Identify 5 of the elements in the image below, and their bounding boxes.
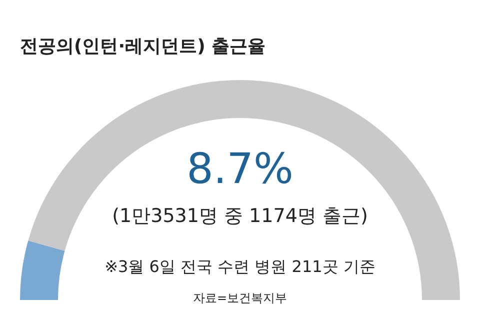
text: 자료=보건복지부 [192, 291, 288, 305]
text: (1만3531명 중 1174명 출근) [112, 205, 368, 227]
chart-title: 전공의(인턴·레지던트) 출근율 [20, 36, 266, 57]
text: ※3월 6일 전국 수련 병원 211곳 기준 [104, 257, 376, 276]
text: 8.7% [186, 144, 294, 193]
